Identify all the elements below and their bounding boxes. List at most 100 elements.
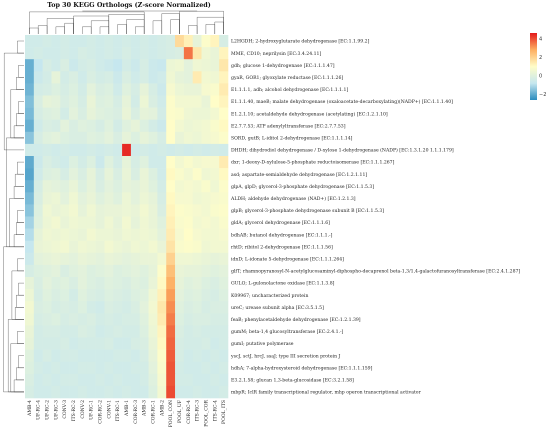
heatmap-cell xyxy=(122,313,132,326)
heatmap-cell xyxy=(175,264,185,278)
heatmap-cell xyxy=(183,168,193,181)
colorbar-gradient xyxy=(530,33,537,100)
heatmap-cell xyxy=(201,131,211,145)
heatmap-cell xyxy=(77,143,88,157)
heatmap-cell xyxy=(104,264,114,278)
heatmap-cell xyxy=(60,35,70,48)
heatmap-cell xyxy=(69,264,79,278)
heatmap-cell xyxy=(86,216,96,229)
heatmap-cell xyxy=(148,143,158,157)
heatmap-cell xyxy=(60,168,70,181)
heatmap-cell xyxy=(33,240,43,254)
heatmap-cell xyxy=(192,131,202,145)
heatmap-cell xyxy=(60,107,70,120)
heatmap-cell xyxy=(42,180,52,193)
heatmap-cell xyxy=(148,361,158,375)
heatmap-cell xyxy=(77,385,88,399)
heatmap-cell xyxy=(25,95,35,108)
heatmap-cell xyxy=(148,156,158,169)
heatmap-cell xyxy=(25,264,35,278)
heatmap-cell xyxy=(113,373,123,387)
heatmap-cell xyxy=(77,337,88,350)
heatmap-cell xyxy=(219,204,229,217)
column-label: UF-RC-4 xyxy=(36,400,42,420)
heatmap-cell xyxy=(183,252,193,266)
heatmap-cell xyxy=(113,325,123,338)
row-labels: L2HGDH; 2-hydroxyglutarate dehydrogenase… xyxy=(230,39,520,396)
heatmap-cell xyxy=(122,83,132,96)
heatmap-cell xyxy=(157,168,167,181)
heatmap-cell xyxy=(139,301,149,314)
heatmap-cell xyxy=(77,180,88,193)
heatmap-cell xyxy=(42,83,52,96)
heatmap-cell xyxy=(148,59,158,72)
heatmap-cell xyxy=(166,361,176,375)
heatmap-cell xyxy=(42,35,52,48)
heatmap-cell xyxy=(86,119,96,133)
heatmap-cell xyxy=(183,361,193,375)
heatmap-cell xyxy=(51,337,61,350)
heatmap-cell xyxy=(148,131,158,145)
heatmap-cell xyxy=(104,337,114,350)
heatmap-cell xyxy=(86,95,96,108)
heatmap-cell xyxy=(51,289,61,302)
heatmap-cell xyxy=(166,119,176,133)
column-dendrogram-link xyxy=(188,25,198,34)
heatmap-cell xyxy=(201,337,211,350)
heatmap-cell xyxy=(69,119,79,133)
heatmap-cell xyxy=(192,47,202,60)
heatmap-cell xyxy=(166,228,176,241)
heatmap-cell xyxy=(33,192,43,205)
heatmap-cell xyxy=(69,180,79,193)
heatmap-cell xyxy=(175,47,185,60)
heatmap-cell xyxy=(60,289,70,302)
heatmap-cell xyxy=(51,264,61,278)
heatmap-cell xyxy=(210,361,220,375)
heatmap-cell xyxy=(175,180,185,193)
heatmap-cell xyxy=(33,385,43,399)
heatmap-cell xyxy=(51,228,61,241)
heatmap-cell xyxy=(122,168,132,181)
heatmap-cell xyxy=(192,35,202,48)
heatmap-cell xyxy=(201,313,211,326)
heatmap-cell xyxy=(77,156,88,169)
colorbar-tick-label: 0 xyxy=(539,74,542,80)
heatmap-cell xyxy=(166,240,176,254)
heatmap-cell xyxy=(95,59,105,72)
heatmap-cell xyxy=(42,216,52,229)
heatmap-cell xyxy=(175,385,185,399)
heatmap-cell xyxy=(42,337,52,350)
heatmap-cell xyxy=(42,107,52,120)
heatmap-cell xyxy=(77,95,88,108)
heatmap-cell xyxy=(183,47,193,60)
heatmap-cell xyxy=(148,385,158,399)
heatmap-cell xyxy=(201,168,211,181)
column-dendrogram-link xyxy=(38,25,48,34)
heatmap-cell xyxy=(210,337,220,350)
heatmap-cell xyxy=(60,180,70,193)
heatmap-cell xyxy=(130,168,141,181)
heatmap-cell xyxy=(219,216,229,229)
heatmap-cell xyxy=(157,228,167,241)
heatmap-cell xyxy=(69,95,79,108)
heatmap-cell xyxy=(175,289,185,302)
heatmap-cell xyxy=(95,83,105,96)
heatmap-cell xyxy=(104,301,114,314)
heatmap-cell xyxy=(192,180,202,193)
heatmap-cell xyxy=(210,83,220,96)
heatmap-cell xyxy=(86,264,96,278)
heatmap-cell xyxy=(86,385,96,399)
column-label: COR-RC-3 xyxy=(133,400,139,424)
heatmap-cell xyxy=(192,119,202,133)
heatmap-cell xyxy=(60,373,70,387)
heatmap-cell xyxy=(130,59,141,72)
heatmap-cell xyxy=(77,107,88,120)
heatmap-cell xyxy=(86,35,96,48)
heatmap-cell xyxy=(104,131,114,145)
heatmap-cell xyxy=(210,301,220,314)
row-label: L2HGDH; 2-hydroxyglutarate dehydrogenase… xyxy=(231,39,370,45)
heatmap-cell xyxy=(201,325,211,338)
heatmap-cell xyxy=(95,131,105,145)
heatmap-cell xyxy=(219,192,229,205)
heatmap-cell xyxy=(113,228,123,241)
